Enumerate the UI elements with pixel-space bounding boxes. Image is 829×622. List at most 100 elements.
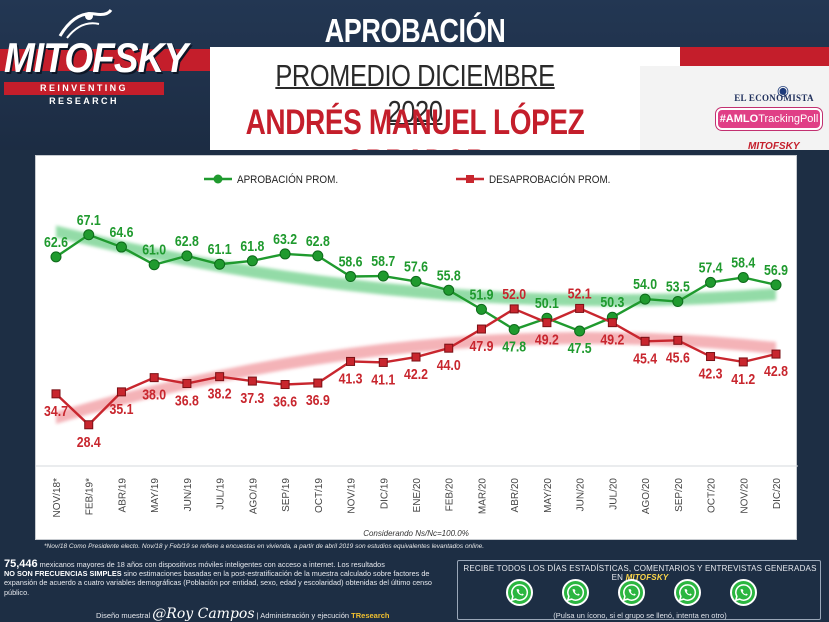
x-tick-label: ABR/20 (510, 478, 521, 513)
page-subtitle: PROMEDIO DICIEMBRE 2020 (275, 58, 555, 129)
x-tick-label: DIC/19 (379, 478, 390, 510)
disapproval-point (673, 335, 683, 345)
approval-label: 54.0 (633, 276, 657, 292)
disapproval-point (313, 378, 323, 388)
x-tick-label: AGO/20 (641, 478, 652, 515)
president-name: ANDRÉS MANUEL LÓPEZ OBRADOR (245, 103, 585, 150)
disapproval-point (51, 389, 61, 399)
approval-point (181, 250, 193, 262)
disapproval-label: 49.2 (600, 332, 624, 348)
approval-label: 63.2 (273, 231, 297, 247)
disapproval-point (346, 356, 356, 366)
disapproval-point (215, 372, 225, 382)
el-economista-icon: ◉ (776, 82, 790, 98)
x-tick-label: AGO/19 (248, 478, 259, 515)
approval-point (345, 271, 357, 283)
disapproval-point (640, 336, 650, 346)
disapproval-label: 38.0 (142, 387, 166, 403)
chart-frame: APROBACIÓN PROM. DESAPROBACIÓN PROM. 62.6… (35, 155, 798, 540)
brand-logo: MITOFSKY (4, 34, 188, 81)
x-tick-label: NOV/18* (52, 478, 63, 518)
approval-point (508, 324, 520, 336)
disapproval-point (542, 318, 552, 328)
approval-chart: APROBACIÓN PROM. DESAPROBACIÓN PROM. 62.6… (36, 172, 798, 538)
disapproval-point (607, 318, 617, 328)
hashtag-prefix: #AMLO (719, 113, 759, 125)
disapproval-point (84, 420, 94, 430)
disapproval-label: 36.6 (273, 394, 297, 410)
brand-tagline: REINVENTING RESEARCH (4, 82, 164, 106)
approval-point (410, 275, 422, 287)
disapproval-trend-band (56, 332, 776, 424)
approval-point (377, 270, 389, 282)
approval-point (443, 284, 455, 296)
x-tick-label: SEP/19 (281, 478, 292, 512)
approval-point (115, 241, 127, 253)
approval-label: 64.6 (109, 224, 133, 240)
disapproval-label: 42.3 (699, 366, 723, 382)
disapproval-label: 38.2 (208, 386, 232, 402)
approval-point (312, 250, 324, 262)
approval-label: 57.6 (404, 258, 428, 274)
whatsapp-icon[interactable] (506, 579, 533, 606)
approval-point (214, 258, 226, 270)
x-tick-label: NOV/20 (739, 478, 750, 514)
approval-point (574, 325, 586, 337)
x-tick-label: OCT/19 (314, 478, 325, 513)
design-label: Diseño muestral (96, 611, 151, 620)
disapproval-label: 41.1 (371, 371, 395, 387)
approval-label: 51.9 (469, 286, 493, 302)
x-tick-label: JUN/20 (576, 478, 587, 512)
approval-label: 53.5 (666, 279, 690, 295)
disapproval-label: 49.2 (535, 332, 559, 348)
approval-label: 67.1 (77, 212, 101, 228)
x-tick-label: SEP/20 (674, 478, 685, 512)
x-tick-label: ABR/19 (117, 478, 128, 513)
approval-label: 50.3 (600, 294, 624, 310)
whatsapp-title-text: RECIBE TODOS LOS DÍAS ESTADÍSTICAS, COME… (463, 564, 817, 582)
disapproval-label: 41.3 (339, 371, 363, 387)
whatsapp-title: RECIBE TODOS LOS DÍAS ESTADÍSTICAS, COME… (458, 564, 822, 582)
footnote: *Nov/18 Como Presidente electo. Nov/18 y… (44, 543, 485, 550)
credits: Diseño muestral @Roy Campos | Administra… (96, 606, 390, 622)
x-tick-label: NOV/19 (347, 478, 358, 514)
approval-point (148, 259, 160, 271)
approval-point (639, 293, 651, 305)
approval-label: 50.1 (535, 295, 559, 311)
sample-size: 75,446 (4, 558, 38, 570)
approval-label: 61.8 (240, 238, 264, 254)
approval-label: 57.4 (699, 259, 723, 275)
approval-point (737, 271, 749, 283)
approval-label: 58.4 (731, 255, 755, 271)
approval-point (672, 296, 684, 308)
disapproval-label: 45.6 (666, 349, 690, 365)
approval-label: 61.1 (208, 241, 232, 257)
whatsapp-icons (506, 579, 796, 607)
disapproval-point (444, 343, 454, 353)
disapproval-point (182, 379, 192, 389)
disapproval-point (411, 352, 421, 362)
disapproval-label: 41.2 (731, 371, 755, 387)
title-panel (210, 47, 680, 150)
disapproval-label: 52.0 (502, 286, 526, 302)
x-tick-label: FEB/20 (445, 478, 456, 512)
admin-label: | Administración y ejecución (256, 611, 350, 620)
methodology: 75,446 mexicanos mayores de 18 años con … (0, 555, 452, 622)
approval-point (705, 276, 717, 288)
approval-label: 58.7 (371, 253, 395, 269)
whatsapp-icon[interactable] (674, 579, 701, 606)
tracking-poll-badge[interactable]: #AMLOTrackingPoll (716, 108, 822, 130)
red-band (0, 49, 232, 71)
whatsapp-icon[interactable] (618, 579, 645, 606)
whatsapp-icon[interactable] (730, 579, 757, 606)
x-tick-label: JUL/19 (216, 478, 227, 510)
disapproval-label: 28.4 (77, 434, 101, 450)
legend-label: APROBACIÓN PROM. (237, 172, 338, 186)
whatsapp-icon[interactable] (562, 579, 589, 606)
approval-point (50, 251, 62, 263)
disapproval-label: 47.9 (469, 338, 493, 354)
whatsapp-title-brand: MITOFSKY (625, 573, 669, 582)
x-tick-label: MAY/20 (543, 478, 554, 513)
x-tick-label: OCT/20 (707, 478, 718, 513)
small-brand: MITOFSKY (748, 141, 800, 150)
